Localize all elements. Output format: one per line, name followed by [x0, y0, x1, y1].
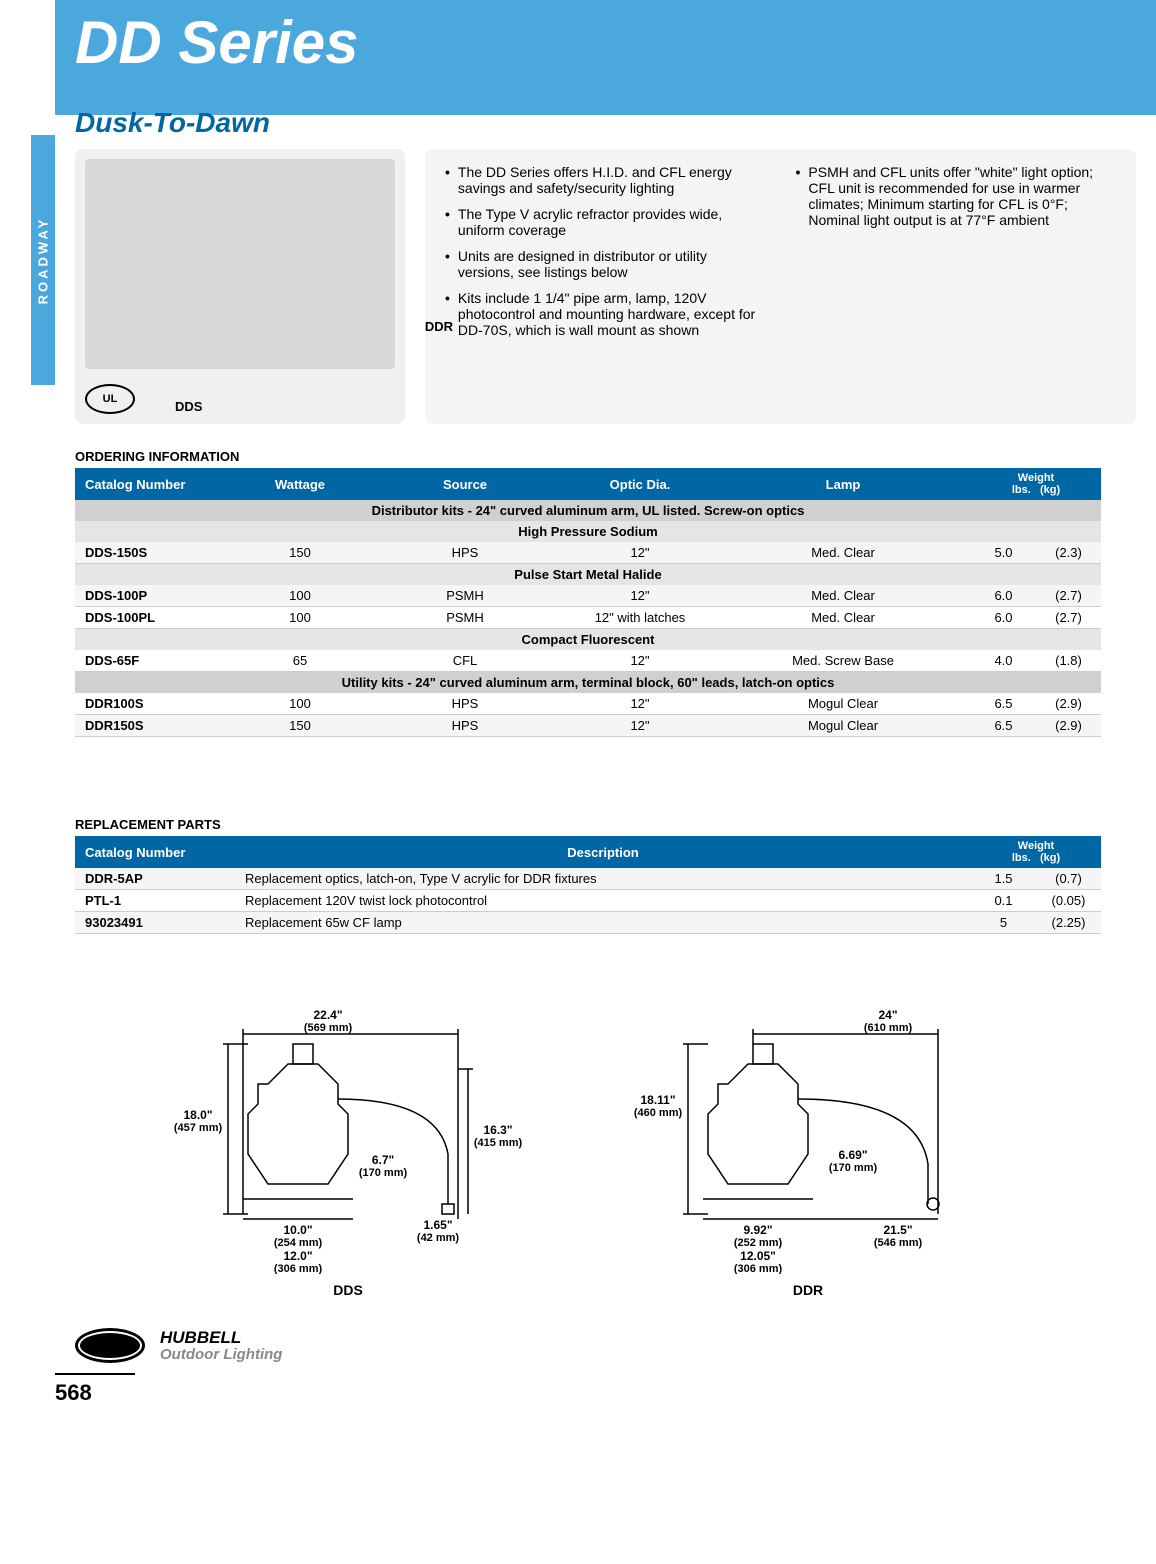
svg-text:1.65": 1.65"	[423, 1218, 452, 1232]
svg-text:(170 mm): (170 mm)	[829, 1162, 878, 1174]
svg-text:18.11": 18.11"	[640, 1093, 675, 1107]
svg-text:(306 mm): (306 mm)	[274, 1263, 323, 1274]
bullets-right: PSMH and CFL units offer "white" light o…	[796, 164, 1117, 409]
brand-sub: Outdoor Lighting	[160, 1346, 282, 1363]
ddr-dimension-diagram: 24" (610 mm) 18.11" (460 mm) 6.69" (170 …	[618, 1004, 998, 1298]
svg-text:(415 mm): (415 mm)	[474, 1137, 523, 1149]
svg-text:(460 mm): (460 mm)	[634, 1107, 683, 1119]
footer: HUBBELL Outdoor Lighting	[75, 1328, 1156, 1363]
bullet-item: PSMH and CFL units offer "white" light o…	[796, 164, 1117, 228]
svg-text:(42 mm): (42 mm)	[417, 1232, 460, 1244]
svg-text:10.0": 10.0"	[283, 1223, 312, 1237]
svg-text:(610 mm): (610 mm)	[864, 1022, 913, 1034]
svg-text:(254 mm): (254 mm)	[274, 1237, 323, 1249]
ordering-table: Catalog Number Wattage Source Optic Dia.…	[75, 468, 1101, 737]
ordering-heading: ORDERING INFORMATION	[75, 449, 1101, 464]
svg-text:16.3": 16.3"	[483, 1123, 512, 1137]
svg-text:24": 24"	[878, 1008, 897, 1022]
sidebar-text: ROADWAY	[36, 216, 51, 304]
svg-text:9.92": 9.92"	[743, 1223, 772, 1237]
svg-text:12.05": 12.05"	[740, 1249, 776, 1263]
svg-text:(252 mm): (252 mm)	[734, 1237, 783, 1249]
bullet-item: Kits include 1 1/4" pipe arm, lamp, 120V…	[445, 290, 766, 338]
bullets-left: The DD Series offers H.I.D. and CFL ener…	[445, 164, 766, 409]
replacement-table: Catalog Number Description Weightlbs. (k…	[75, 836, 1101, 934]
bullets-panel: The DD Series offers H.I.D. and CFL ener…	[425, 149, 1136, 424]
svg-text:12.0": 12.0"	[283, 1249, 312, 1263]
photo-label-ddr: DDR	[425, 319, 453, 334]
page-number: 568	[55, 1373, 135, 1406]
svg-text:(306 mm): (306 mm)	[734, 1263, 783, 1274]
dds-dimension-diagram: 22.4" (569 mm) 18.0" (457 mm) 16.3" (415…	[158, 1004, 538, 1298]
dds-label: DDS	[158, 1282, 538, 1298]
replacement-heading: REPLACEMENT PARTS	[75, 817, 1101, 832]
svg-text:6.69": 6.69"	[838, 1148, 867, 1162]
product-photo-panel: DDR DDS UL	[75, 149, 405, 424]
ddr-label: DDR	[618, 1282, 998, 1298]
sidebar-category: ROADWAY	[31, 135, 55, 385]
svg-text:(170 mm): (170 mm)	[359, 1167, 408, 1179]
bullet-item: The DD Series offers H.I.D. and CFL ener…	[445, 164, 766, 196]
photo-label-dds: DDS	[175, 399, 202, 414]
svg-text:21.5": 21.5"	[883, 1223, 912, 1237]
header-bar: DD Series	[55, 0, 1156, 115]
page-subtitle: Dusk-To-Dawn	[75, 107, 1156, 139]
svg-text:(546 mm): (546 mm)	[874, 1237, 923, 1249]
svg-text:6.7": 6.7"	[372, 1153, 394, 1167]
hubbell-logo-icon	[75, 1328, 145, 1363]
ul-mark-icon: UL	[85, 384, 135, 414]
svg-text:(569 mm): (569 mm)	[304, 1022, 353, 1034]
svg-text:18.0": 18.0"	[183, 1108, 212, 1122]
bullet-item: The Type V acrylic refractor provides wi…	[445, 206, 766, 238]
page-title: DD Series	[75, 8, 1156, 77]
bullet-item: Units are designed in distributor or uti…	[445, 248, 766, 280]
svg-text:(457 mm): (457 mm)	[174, 1122, 223, 1134]
svg-text:22.4": 22.4"	[313, 1008, 342, 1022]
brand-name: HUBBELL	[160, 1329, 282, 1346]
product-photo	[85, 159, 395, 369]
